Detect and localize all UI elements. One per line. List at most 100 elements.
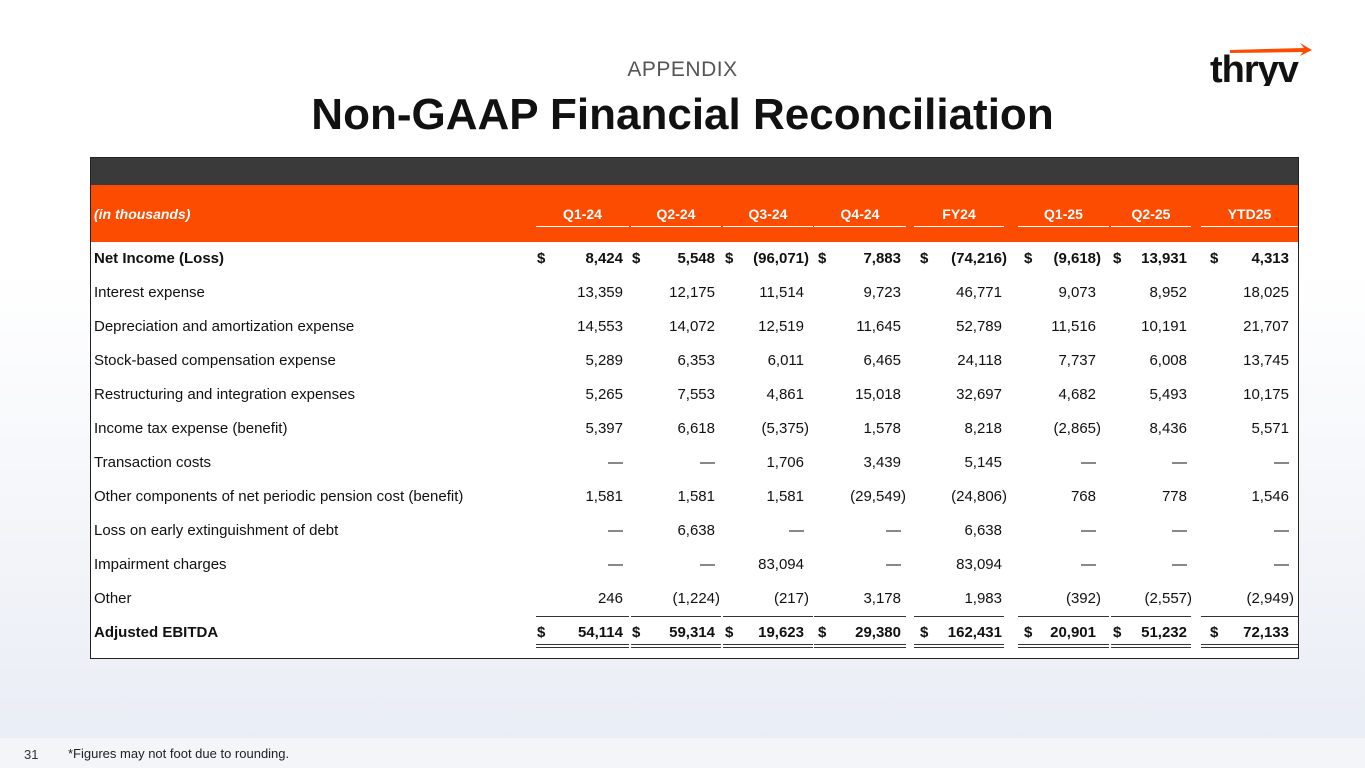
value-cell: 6,353 <box>677 352 715 369</box>
table-row: Loss on early extinguishment of debt — 6,6… <box>91 514 1298 548</box>
value-cell: 13,931 <box>1141 250 1187 267</box>
total-rule <box>1018 647 1109 648</box>
currency-symbol: $ <box>920 250 929 267</box>
column-header: FY24 <box>914 206 1004 227</box>
value-cell: — <box>1081 556 1096 573</box>
value-cell: (29,549) <box>850 488 906 505</box>
reconciliation-table: (in thousands) Q1-24 Q2-24 Q3-24 Q4-24 FY24 Q… <box>90 157 1299 659</box>
value-cell: 4,682 <box>1058 386 1096 403</box>
currency-symbol: $ <box>1210 250 1219 267</box>
table-row: Restructuring and integration expenses 5,… <box>91 378 1298 412</box>
value-cell: (217) <box>773 590 809 607</box>
currency-symbol: $ <box>1024 624 1033 641</box>
value-cell: 5,397 <box>585 420 623 437</box>
value-cell: 778 <box>1161 488 1187 505</box>
total-rule <box>631 647 721 648</box>
column-header: YTD25 <box>1201 206 1298 227</box>
table-row: Other 246 (1,224) (217) 3,178 1,983 (392) (2,55… <box>91 582 1298 616</box>
value-cell: — <box>608 522 623 539</box>
value-cell: 1,983 <box>964 590 1002 607</box>
value-cell: 8,424 <box>585 250 623 267</box>
value-cell: 15,018 <box>855 386 901 403</box>
row-label: Impairment charges <box>94 556 227 573</box>
table-row: Stock-based compensation expense 5,289 6,3… <box>91 344 1298 378</box>
total-rule <box>1201 616 1298 617</box>
currency-symbol: $ <box>632 624 641 641</box>
value-cell: 21,707 <box>1243 318 1289 335</box>
value-cell: 1,581 <box>677 488 715 505</box>
total-rule <box>631 616 721 617</box>
column-header: Q3-24 <box>723 206 813 227</box>
total-rule <box>814 647 906 648</box>
total-rule <box>1201 647 1298 648</box>
value-cell: 24,118 <box>957 352 1002 369</box>
value-cell: (392) <box>1065 590 1101 607</box>
row-label: Net Income (Loss) <box>94 250 225 267</box>
row-label: Stock-based compensation expense <box>94 352 336 369</box>
total-rule <box>914 616 1004 617</box>
value-cell: (96,071) <box>753 250 809 267</box>
table-row: Adjusted EBITDA 54,114 $59,314 $19,623 $29,3… <box>91 616 1298 650</box>
row-label: Loss on early extinguishment of debt <box>94 522 339 539</box>
value-cell: 19,623 <box>758 624 804 641</box>
table-row: Depreciation and amortization expense 14,… <box>91 310 1298 344</box>
value-cell: — <box>789 522 804 539</box>
table-top-band <box>91 158 1298 185</box>
row-label: Other <box>94 590 132 607</box>
table-row: Transaction costs — — 1,706 3,439 5,145 — — — <box>91 446 1298 480</box>
value-cell: 5,289 <box>585 352 623 369</box>
value-cell: 4,313 <box>1251 250 1289 267</box>
currency-symbol: $ <box>818 624 827 641</box>
value-cell: 1,706 <box>766 454 804 471</box>
table-row: Impairment charges — — 83,094 — 83,094 — — — <box>91 548 1298 582</box>
total-rule <box>536 644 629 645</box>
value-cell: — <box>1172 522 1187 539</box>
value-cell: (2,949) <box>1246 590 1294 607</box>
value-cell: 3,439 <box>863 454 901 471</box>
value-cell: — <box>608 556 623 573</box>
total-rule <box>814 644 906 645</box>
column-header: Q1-24 <box>536 206 629 227</box>
currency-symbol: $ <box>1113 250 1122 267</box>
value-cell: — <box>1274 556 1289 573</box>
value-cell: 9,073 <box>1058 284 1096 301</box>
value-cell: 51,232 <box>1141 624 1187 641</box>
value-cell: 52,789 <box>956 318 1002 335</box>
value-cell: 72,133 <box>1243 624 1289 641</box>
total-rule <box>723 616 813 617</box>
value-cell: 14,553 <box>577 318 623 335</box>
total-rule <box>1018 616 1109 617</box>
row-label: Other components of net periodic pension… <box>94 488 464 505</box>
value-cell: 5,548 <box>677 250 715 267</box>
currency-symbol: $ <box>537 250 546 267</box>
value-cell: 8,952 <box>1149 284 1187 301</box>
page-title: Non-GAAP Financial Reconciliation <box>311 90 1054 139</box>
column-header: Q2-24 <box>631 206 721 227</box>
value-cell: (24,806) <box>951 488 1007 505</box>
value-cell: 8,218 <box>964 420 1002 437</box>
value-cell: 46,771 <box>956 284 1002 301</box>
value-cell: 6,011 <box>767 352 804 369</box>
value-cell: 1,581 <box>585 488 623 505</box>
total-rule <box>914 644 1004 645</box>
value-cell: 6,008 <box>1149 352 1187 369</box>
value-cell: 12,519 <box>758 318 804 335</box>
total-rule <box>1018 644 1109 645</box>
value-cell: 1,578 <box>863 420 901 437</box>
column-header: Q2-25 <box>1111 206 1191 227</box>
currency-symbol: $ <box>1210 624 1219 641</box>
value-cell: 5,571 <box>1251 420 1289 437</box>
value-cell: — <box>1081 522 1096 539</box>
value-cell: 162,431 <box>947 624 1002 641</box>
currency-symbol: $ <box>537 624 546 641</box>
value-cell: — <box>1274 454 1289 471</box>
footer-bar <box>0 738 1365 768</box>
value-cell: 3,178 <box>863 590 901 607</box>
value-cell: 83,094 <box>956 556 1002 573</box>
value-cell: (5,375) <box>761 420 809 437</box>
value-cell: 18,025 <box>1243 284 1289 301</box>
thryv-logo: thryv <box>1210 43 1312 86</box>
value-cell: (2,865) <box>1053 420 1101 437</box>
value-cell: 32,697 <box>956 386 1002 403</box>
value-cell: 10,191 <box>1141 318 1187 335</box>
